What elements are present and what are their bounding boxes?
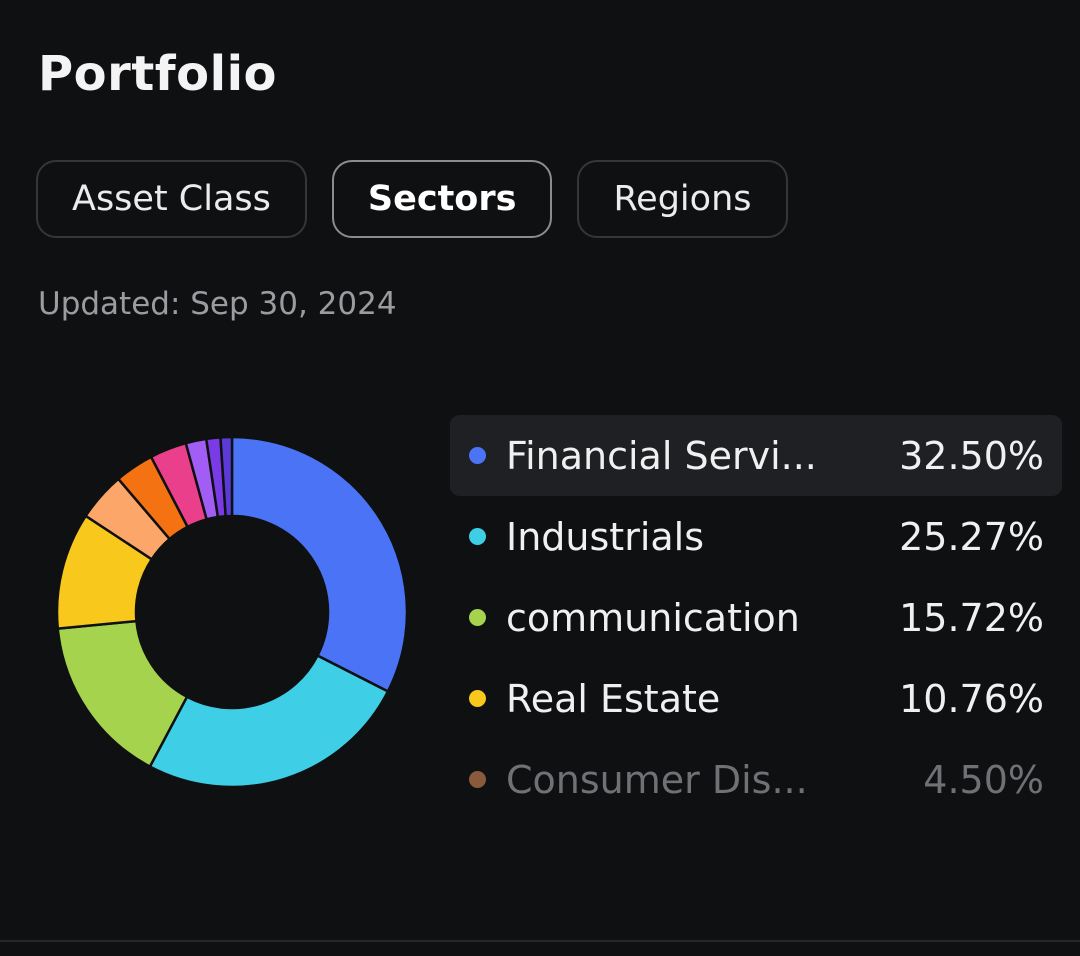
donut-slice-9[interactable] [219, 435, 234, 518]
tab-sectors[interactable]: Sectors [331, 160, 553, 238]
legend-value: 32.50% [899, 433, 1044, 478]
legend-dot-icon [469, 609, 486, 626]
legend-value: 25.27% [899, 514, 1044, 559]
segment-tabs: Asset Class Sectors Regions [36, 160, 788, 238]
legend-row-industrials[interactable]: Industrials 25.27% [450, 496, 1062, 577]
tab-regions[interactable]: Regions [577, 160, 788, 238]
legend-label: Financial Servi... [506, 433, 817, 478]
legend-row-consumer-discretionary[interactable]: Consumer Dis... 4.50% [450, 739, 1062, 820]
legend-label: communication [506, 595, 800, 640]
tab-asset-class[interactable]: Asset Class [36, 160, 307, 238]
legend-dot-icon [469, 771, 486, 788]
legend-value: 4.50% [923, 757, 1044, 802]
legend-dot-icon [469, 447, 486, 464]
page-title: Portfolio [38, 46, 278, 102]
legend-label: Real Estate [506, 676, 721, 721]
legend-value: 10.76% [899, 676, 1044, 721]
sector-legend: Financial Servi... 32.50% Industrials 25… [450, 415, 1062, 820]
legend-row-real-estate[interactable]: Real Estate 10.76% [450, 658, 1062, 739]
donut-slice-0[interactable] [230, 435, 409, 694]
legend-label: Consumer Dis... [506, 757, 808, 802]
donut-slice-1[interactable] [148, 653, 390, 789]
legend-value: 15.72% [899, 595, 1044, 640]
sector-donut-chart[interactable] [40, 416, 424, 800]
legend-dot-icon [469, 690, 486, 707]
updated-timestamp: Updated: Sep 30, 2024 [38, 286, 397, 322]
legend-row-communication[interactable]: communication 15.72% [450, 577, 1062, 658]
legend-label: Industrials [506, 514, 705, 559]
bottom-divider [0, 940, 1080, 942]
legend-row-financial-services[interactable]: Financial Servi... 32.50% [450, 415, 1062, 496]
legend-dot-icon [469, 528, 486, 545]
